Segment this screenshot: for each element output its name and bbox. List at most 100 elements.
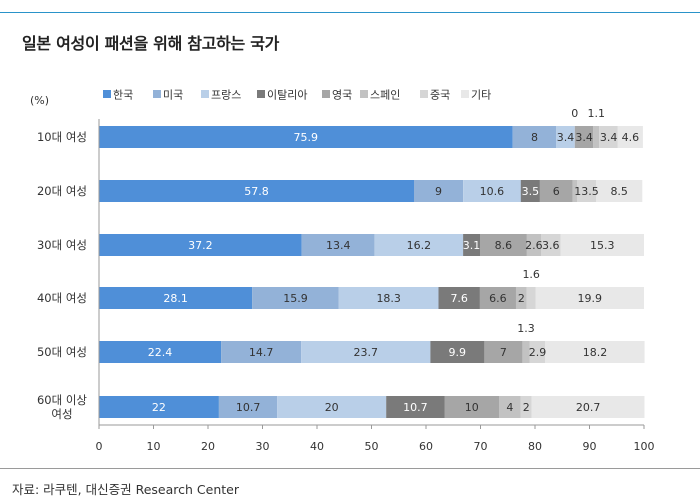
category-label-3: 30대 여성 (37, 238, 87, 252)
bar-row-5-series-1 (99, 341, 222, 363)
x-tick-label: 80 (528, 440, 542, 453)
bar-row-2-series-4 (520, 180, 540, 202)
bar-row-6-series-7 (520, 396, 532, 418)
data-label-row-6-series-4: 10.7 (403, 401, 428, 414)
x-tick-label: 70 (474, 440, 488, 453)
bar-row-4-series-3 (338, 287, 439, 309)
data-label-row-2-series-7: 13.5 (574, 185, 599, 198)
bar-row-6-series-5 (444, 396, 499, 418)
bar-groups (99, 126, 645, 418)
data-label-row-6-series-1: 22 (152, 401, 166, 414)
bar-row-1-series-1 (99, 126, 513, 148)
category-label-6: 여성 (51, 407, 72, 421)
x-tick-label: 50 (365, 440, 379, 453)
data-label-row-5-series-7: 2.9 (529, 346, 547, 359)
data-label-row-4-series-2: 15.9 (283, 292, 308, 305)
data-label-row-1-series-2: 8 (531, 131, 538, 144)
legend-label-1: 한국 (113, 89, 133, 102)
x-tick-label: 0 (96, 440, 103, 453)
bar-row-4-series-2 (252, 287, 339, 309)
legend-label-3: 프랑스 (211, 89, 241, 102)
chart-title: 일본 여성이 패션을 위해 참고하는 국가 (22, 34, 280, 53)
legend-swatch-2 (153, 90, 161, 98)
bar-row-1-series-6 (593, 126, 600, 148)
bottom-rule (0, 468, 700, 469)
data-label-row-3-series-6: 2.6 (525, 239, 543, 252)
data-label-row-2-series-3: 10.6 (480, 185, 505, 198)
y-axis-unit-label: (%) (30, 94, 49, 107)
data-label-row-6-series-8: 20.7 (576, 401, 601, 414)
data-label-row-2-series-4: 3.5 (522, 185, 540, 198)
stacked-bar-chart: 한국 미국 프랑스 이탈리아 영국 스페인 중국 기타 (%) 0 10 20 30 40 50 60 70… (30, 89, 655, 454)
legend-label-6: 스페인 (370, 89, 400, 102)
data-label-row-2-series-5: 6 (553, 185, 560, 198)
bar-row-2-series-1 (99, 180, 414, 202)
bar-row-1-series-8 (617, 126, 643, 148)
bar-row-1-series-7 (599, 126, 618, 148)
category-label-1: 10대 여성 (37, 130, 87, 144)
x-axis: 0 10 20 30 40 50 60 70 80 90 100 (96, 119, 655, 453)
data-label-row-3-series-4: 3.1 (463, 239, 481, 252)
data-label-row-6-series-7: 2 (523, 401, 530, 414)
legend-swatch-1 (103, 90, 111, 98)
bar-row-3-series-6 (526, 234, 541, 256)
bar-row-2-series-5 (539, 180, 573, 202)
bar-row-5-series-2 (221, 341, 302, 363)
bar-row-6-series-1 (99, 396, 219, 418)
bar-row-3-series-4 (463, 234, 480, 256)
bar-row-3-series-3 (374, 234, 464, 256)
category-label-4: 40대 여성 (37, 291, 87, 305)
data-label-row-3-series-3: 16.2 (407, 239, 432, 252)
data-label-row-5-series-6: 1.3 (517, 322, 535, 335)
bar-row-6-series-6 (499, 396, 521, 418)
data-label-row-4-series-5: 6.6 (489, 292, 507, 305)
legend-label-8: 기타 (471, 89, 491, 102)
legend-label-2: 미국 (163, 89, 183, 102)
bar-row-5-series-4 (430, 341, 485, 363)
bar-row-4-series-1 (99, 287, 253, 309)
x-tick-label: 10 (147, 440, 161, 453)
bar-row-4-series-6 (515, 287, 527, 309)
data-label-row-1-series-6: 1.1 (588, 107, 606, 120)
x-tick-label: 90 (583, 440, 597, 453)
bar-row-5-series-5 (484, 341, 523, 363)
bar-row-3-series-8 (560, 234, 644, 256)
bar-row-6-series-8 (531, 396, 645, 418)
bar-row-2-series-3 (463, 180, 521, 202)
bar-row-4-series-4 (438, 287, 480, 309)
legend-swatch-3 (201, 90, 209, 98)
data-label-row-6-series-6: 4 (506, 401, 513, 414)
data-label-row-3-series-2: 13.4 (326, 239, 351, 252)
data-label-row-4-series-3: 18.3 (376, 292, 401, 305)
data-label-row-5-series-3: 23.7 (354, 346, 379, 359)
legend-swatch-5 (322, 90, 330, 98)
data-label-row-3-series-1: 37.2 (188, 239, 213, 252)
data-label-row-1-series-8: 4.6 (622, 131, 640, 144)
data-label-row-4-series-6: 2 (518, 292, 525, 305)
data-label-row-2-series-1: 57.8 (244, 185, 269, 198)
bar-row-1-series-5 (574, 126, 594, 148)
bar-row-1-series-3 (556, 126, 575, 148)
legend-swatch-6 (360, 90, 368, 98)
data-label-row-4-series-7: 1.6 (522, 268, 540, 281)
data-label-row-5-series-8: 18.2 (583, 346, 608, 359)
source-note: 자료: 라쿠텐, 대신증권 Research Center (12, 482, 239, 497)
bar-row-2-series-2 (414, 180, 463, 202)
bar-row-3-series-1 (99, 234, 302, 256)
data-label-row-4-series-1: 28.1 (163, 292, 188, 305)
bar-row-5-series-7 (529, 341, 546, 363)
legend-label-5: 영국 (332, 89, 352, 102)
legend-swatch-8 (461, 90, 469, 98)
bar-row-3-series-5 (480, 234, 527, 256)
legend-swatch-7 (420, 90, 428, 98)
legend-swatch-4 (257, 90, 265, 98)
data-label-row-3-series-7: 3.6 (542, 239, 560, 252)
bar-row-6-series-2 (218, 396, 278, 418)
bar-row-6-series-4 (386, 396, 445, 418)
data-label-row-1-series-4: 0 (571, 107, 578, 120)
x-tick-label: 100 (634, 440, 655, 453)
bar-row-5-series-6 (522, 341, 530, 363)
data-label-row-2-series-8: 8.5 (610, 185, 628, 198)
category-label-2: 20대 여성 (37, 184, 87, 198)
